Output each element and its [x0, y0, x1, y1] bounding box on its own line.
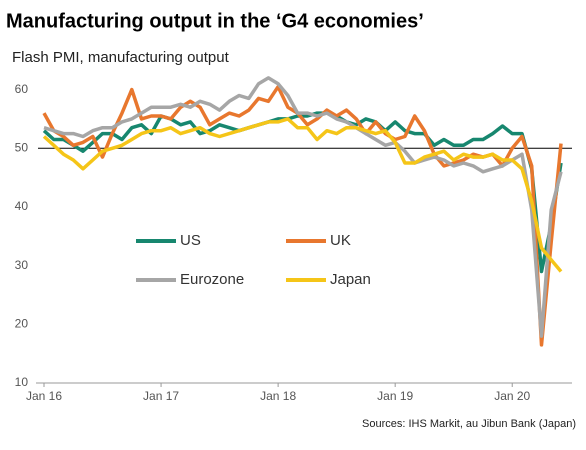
- y-tick-label: 20: [15, 316, 29, 330]
- series-line: [43, 76, 563, 338]
- legend-label: US: [180, 232, 201, 249]
- legend-label: Japan: [330, 271, 371, 288]
- y-tick-label: 30: [15, 258, 29, 272]
- y-tick-label: 40: [15, 199, 29, 213]
- x-tick-label: Jan 18: [260, 389, 296, 403]
- series-line: [42, 117, 563, 273]
- series-line: [42, 111, 563, 274]
- x-tick-label: Jan 17: [143, 389, 179, 403]
- chart-title: Manufacturing output in the ‘G4 economie…: [6, 10, 424, 32]
- source-note: Sources: IHS Markit, au Jibun Bank (Japa…: [362, 418, 576, 430]
- y-tick-label: 10: [15, 375, 29, 389]
- legend-label: UK: [330, 232, 351, 249]
- x-tick-label: Jan 19: [377, 389, 413, 403]
- y-tick-label: 50: [15, 140, 29, 154]
- chart-subtitle: Flash PMI, manufacturing output: [12, 49, 230, 66]
- x-tick-label: Jan 20: [494, 389, 530, 403]
- x-tick-label: Jan 16: [26, 389, 62, 403]
- legend-label: Eurozone: [180, 271, 244, 288]
- series-line: [42, 84, 563, 347]
- y-tick-label: 60: [15, 82, 29, 96]
